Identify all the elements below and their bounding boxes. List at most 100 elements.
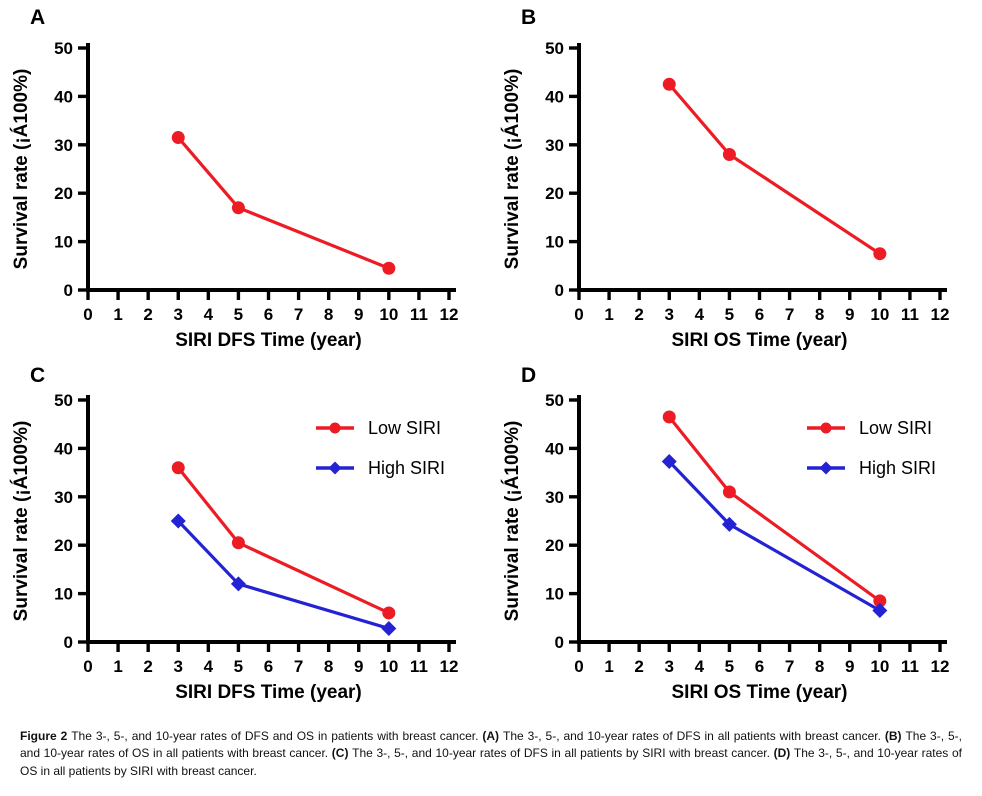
x-tick-label: 0 xyxy=(574,657,583,676)
x-tick-label: 1 xyxy=(113,657,122,676)
x-tick-label: 3 xyxy=(665,657,674,676)
panel-a-letter: A xyxy=(30,6,46,29)
x-tick-label: 12 xyxy=(931,657,950,676)
x-axis-title: SIRI DFS Time (year) xyxy=(175,330,362,350)
data-point-marker xyxy=(171,131,185,145)
data-point-marker xyxy=(230,576,246,592)
caption-segment: (B) xyxy=(884,729,906,743)
x-tick-label: 11 xyxy=(901,305,919,324)
x-axis-title: SIRI DFS Time (year) xyxy=(175,682,362,702)
y-tick-label: 50 xyxy=(545,39,564,58)
y-tick-label: 0 xyxy=(555,281,564,300)
x-tick-label: 1 xyxy=(113,305,122,324)
y-tick-label: 40 xyxy=(545,87,564,106)
series-line xyxy=(667,459,882,613)
x-tick-label: 10 xyxy=(870,305,889,324)
x-tick-label: 9 xyxy=(354,657,363,676)
x-tick-label: 8 xyxy=(815,657,824,676)
caption-segment: The 3-, 5-, and 10-year rates of DFS in … xyxy=(352,746,774,761)
data-point-marker xyxy=(662,77,676,91)
data-point-marker xyxy=(722,485,736,499)
x-tick-label: 5 xyxy=(725,657,734,676)
panel-d: D 0 10 20 30 40 50 0 1 2 3 4 5 6 7 8 9 10 11 12 SIRI OS Tim… xyxy=(491,350,982,702)
y-tick-label: 0 xyxy=(64,281,73,300)
caption-segment: (C) xyxy=(331,746,353,761)
y-tick-label: 20 xyxy=(545,536,564,555)
y-axis-title: Survival rate (¡Á100%) xyxy=(501,421,523,622)
x-tick-label: 4 xyxy=(204,657,214,676)
x-tick-label: 7 xyxy=(785,657,794,676)
x-tick-label: 10 xyxy=(870,657,889,676)
x-tick-label: 6 xyxy=(755,657,764,676)
data-point-marker xyxy=(231,201,245,215)
data-point-marker xyxy=(171,461,185,475)
legend: Low SIRI High SIRI xyxy=(807,418,936,478)
legend-label: Low SIRI xyxy=(368,418,441,438)
x-tick-label: 3 xyxy=(174,305,183,324)
data-point-marker xyxy=(662,410,676,424)
series-high-siri xyxy=(170,513,397,636)
x-tick-label: 7 xyxy=(785,305,794,324)
y-tick-label: 30 xyxy=(545,136,564,155)
x-tick-label: 5 xyxy=(234,657,243,676)
x-tick-label: 2 xyxy=(143,305,152,324)
figure-caption: Figure 2 The 3-, 5-, and 10-year rates o… xyxy=(0,714,982,780)
x-tick-label: 10 xyxy=(379,657,398,676)
x-tick-label: 9 xyxy=(845,305,854,324)
x-tick-label: 2 xyxy=(634,305,643,324)
caption-segment: (A) xyxy=(482,729,503,743)
legend: Low SIRI High SIRI xyxy=(316,418,445,478)
x-tick-label: 8 xyxy=(324,657,333,676)
y-tick-label: 30 xyxy=(54,488,73,507)
data-point-marker xyxy=(382,261,396,275)
legend-marker xyxy=(819,461,833,475)
y-tick-label: 20 xyxy=(54,536,73,555)
x-tick-label: 12 xyxy=(440,657,459,676)
data-point-marker xyxy=(722,147,736,161)
caption-segment: The 3-, 5-, and 10-year rates of DFS and… xyxy=(71,729,483,743)
x-tick-label: 6 xyxy=(264,657,273,676)
y-tick-label: 40 xyxy=(54,87,73,106)
legend-marker xyxy=(328,461,342,475)
x-tick-label: 2 xyxy=(634,657,643,676)
x-tick-label: 4 xyxy=(695,305,705,324)
y-tick-label: 40 xyxy=(545,439,564,458)
panel-d-letter: D xyxy=(521,364,537,387)
panel-b: B 0 10 20 30 40 50 0 1 2 3 4 5 6 7 8 9 10 11 12 SIRI OS Tim… xyxy=(491,0,982,350)
y-axis: 0 10 20 30 40 50 xyxy=(54,39,88,300)
x-tick-label: 10 xyxy=(379,305,398,324)
y-tick-label: 20 xyxy=(54,184,73,203)
x-tick-label: 5 xyxy=(234,305,243,324)
y-tick-label: 0 xyxy=(64,633,73,652)
caption-segment: The 3-, 5-, and 10-year rates of OS in a… xyxy=(20,746,962,778)
y-tick-label: 40 xyxy=(54,439,73,458)
x-tick-label: 4 xyxy=(204,305,214,324)
data-point-marker xyxy=(170,513,186,529)
data-point-marker xyxy=(872,603,888,619)
caption-segment: The 3-, 5-, and 10-year rates of OS in a… xyxy=(20,729,963,761)
caption-segment: Figure 2 xyxy=(20,729,72,743)
y-axis: 0 10 20 30 40 50 xyxy=(54,391,88,652)
y-tick-label: 30 xyxy=(54,136,73,155)
series-line xyxy=(176,519,391,631)
x-tick-label: 11 xyxy=(410,305,428,324)
x-axis-title: SIRI OS Time (year) xyxy=(672,682,848,702)
axes-spines xyxy=(577,43,947,292)
x-tick-label: 8 xyxy=(324,305,333,324)
caption-segment: The 3-, 5-, and 10-year rates of DFS in … xyxy=(502,729,885,743)
x-tick-label: 1 xyxy=(604,305,613,324)
x-tick-label: 3 xyxy=(665,305,674,324)
y-tick-label: 50 xyxy=(54,39,73,58)
x-axis: 0 1 2 3 4 5 6 7 8 9 10 11 12 xyxy=(574,642,949,676)
legend-label: Low SIRI xyxy=(859,418,932,438)
x-tick-label: 6 xyxy=(264,305,273,324)
series-line xyxy=(176,466,391,615)
legend-marker xyxy=(820,422,832,434)
x-tick-label: 1 xyxy=(604,657,613,676)
panel-b-letter: B xyxy=(521,6,537,29)
y-tick-label: 10 xyxy=(545,233,564,252)
y-axis: 0 10 20 30 40 50 xyxy=(545,391,579,652)
